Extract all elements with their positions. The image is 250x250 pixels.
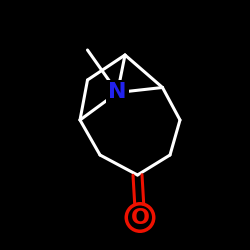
- Circle shape: [128, 206, 152, 229]
- Text: N: N: [108, 82, 127, 102]
- Text: O: O: [130, 208, 150, 228]
